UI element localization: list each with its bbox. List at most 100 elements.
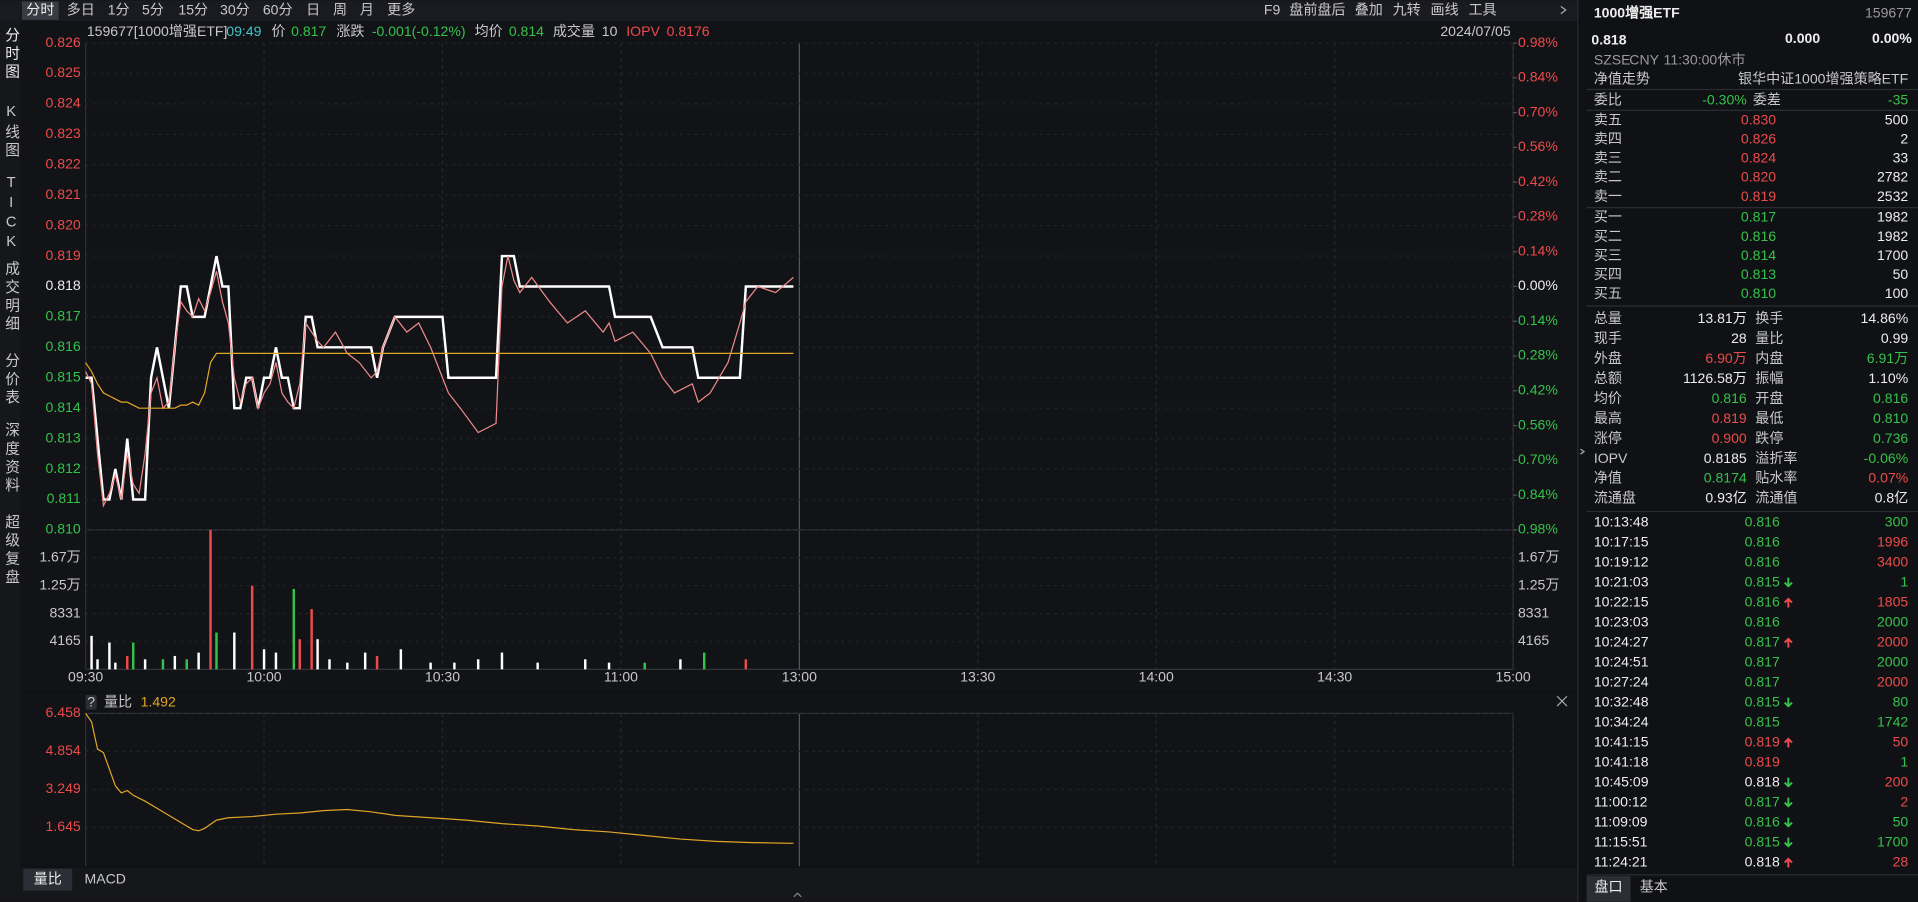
side-tab[interactable]: 分价表 — [3, 352, 19, 407]
panel-tab[interactable]: 盘口 — [1594, 878, 1622, 894]
info-iopv-label: IOPV — [626, 23, 660, 39]
tool-button[interactable]: 工具 — [1468, 1, 1496, 17]
timeframe-tab[interactable]: 多日 — [67, 1, 95, 17]
trade-time: 10:32:48 — [1594, 693, 1649, 709]
tool-button[interactable]: 九转 — [1393, 1, 1421, 17]
side-tab[interactable]: 深度资料 — [3, 422, 19, 495]
down-arrow — [1783, 577, 1793, 588]
trade-time: 11:24:21 — [1594, 853, 1648, 869]
collapse-icon[interactable] — [793, 892, 802, 898]
panel-tab[interactable]: 基本 — [1640, 878, 1668, 894]
stat-label: 最高 — [1594, 410, 1622, 426]
y-tick-label: 0.817 — [46, 308, 81, 324]
y2-tick-label: 0.70% — [1518, 103, 1558, 119]
y2-tick-label: 8331 — [1518, 604, 1549, 620]
stat-label: 开盘 — [1755, 390, 1783, 406]
trade-time: 11:09:09 — [1594, 813, 1648, 829]
market-meta: SZSE — [1594, 52, 1631, 68]
bottom-tab[interactable]: MACD — [85, 870, 126, 886]
active-tab[interactable] — [22, 1, 59, 20]
tool-button[interactable]: 叠加 — [1355, 1, 1383, 17]
trade-time: 10:34:24 — [1594, 713, 1649, 729]
toolbar — [0, 0, 1578, 22]
volume-bar — [429, 662, 432, 670]
up-arrow — [1783, 597, 1793, 608]
trade-price: 0.819 — [1745, 733, 1780, 749]
y2-tick-label: 0.00% — [1518, 277, 1558, 293]
timeframe-tab[interactable]: 周 — [333, 1, 347, 17]
active-bottom-tab[interactable] — [23, 868, 73, 891]
series-line — [85, 352, 794, 409]
volume-bar — [536, 662, 539, 670]
volume-bar — [399, 649, 403, 670]
book-label: 买五 — [1594, 285, 1622, 301]
y2-tick-label: 0.98% — [1518, 34, 1558, 50]
trade-volume: 1 — [1900, 753, 1908, 769]
trade-volume: 28 — [1893, 853, 1909, 869]
stat-value: 0.07% — [1868, 470, 1908, 486]
quote-panel — [1579, 0, 1918, 902]
bottom-tab[interactable]: 量比 — [34, 870, 62, 886]
stat-value: 0.8亿 — [1875, 490, 1909, 506]
timeframe-tab[interactable]: 日 — [306, 1, 320, 17]
timeframe-tab[interactable]: 60分 — [263, 1, 293, 17]
timeframe-tab[interactable]: 更多 — [387, 1, 415, 17]
timeframe-tab[interactable]: 5分 — [142, 1, 164, 17]
volume-bar — [702, 652, 706, 670]
y-tick-label: 0.824 — [46, 95, 81, 111]
order-diff-label: 委差 — [1753, 91, 1781, 107]
y2-tick-label: 0.84% — [1518, 486, 1558, 502]
expand-icon[interactable] — [1580, 448, 1586, 455]
tool-button[interactable]: F9 — [1264, 1, 1281, 17]
trade-price: 0.818 — [1745, 853, 1780, 869]
trade-volume: 3400 — [1877, 553, 1908, 569]
side-tab[interactable]: 超级复盘 — [3, 514, 19, 587]
volume-bar — [209, 529, 212, 670]
series-line — [85, 254, 794, 501]
active-panel-tab[interactable] — [1586, 876, 1631, 902]
side-tab[interactable]: TICK — [3, 175, 19, 254]
side-tab[interactable]: 分时图 — [3, 27, 19, 82]
timeframe-tab[interactable]: 30分 — [220, 1, 250, 17]
stat-value: 1126.58万 — [1683, 370, 1747, 386]
timeframe-tab[interactable]: 1分 — [108, 1, 130, 17]
stat-value: 28 — [1731, 330, 1747, 346]
close-icon[interactable] — [1556, 695, 1568, 707]
timeframe-tab[interactable]: 分时 — [26, 1, 54, 17]
trade-volume: 2000 — [1877, 633, 1908, 649]
timeframe-tab[interactable]: 月 — [360, 1, 374, 17]
stat-value: 0.816 — [1712, 390, 1747, 406]
stat-value: 0.99 — [1881, 330, 1909, 346]
trade-volume: 50 — [1893, 733, 1909, 749]
timeframe-tab[interactable]: 15分 — [178, 1, 208, 17]
stat-value: 1.10% — [1868, 370, 1908, 386]
y-tick-label: 0.815 — [46, 368, 81, 384]
trade-price: 0.816 — [1745, 613, 1780, 629]
trade-price: 0.817 — [1745, 653, 1780, 669]
volume-bar — [310, 609, 313, 670]
tool-button[interactable]: 盘前盘后 — [1289, 1, 1345, 17]
volume-bar — [262, 649, 266, 670]
y-tick-label: 0.820 — [46, 216, 81, 232]
more-icon[interactable] — [1560, 5, 1567, 15]
stat-value: 6.90万 — [1705, 350, 1746, 366]
y2-tick-label: 0.42% — [1518, 382, 1558, 398]
book-price: 0.817 — [1741, 209, 1776, 225]
volume-bar — [161, 659, 165, 670]
y-tick-label: 0.826 — [46, 34, 81, 50]
trade-time: 10:24:27 — [1594, 633, 1649, 649]
help-icon[interactable]: ? — [87, 694, 95, 710]
stat-label: 最低 — [1755, 410, 1783, 426]
y2-tick-label: 0.84% — [1518, 69, 1558, 85]
sidebar — [0, 21, 21, 902]
y-tick-label: 1.67万 — [39, 549, 80, 565]
stat-label: 振幅 — [1755, 370, 1783, 386]
side-tab[interactable]: 成交明细 — [3, 261, 19, 334]
stat-value: 0.816 — [1873, 390, 1908, 406]
help-box[interactable] — [85, 695, 97, 710]
side-tab[interactable]: K线图 — [3, 104, 19, 160]
stat-value: 13.81万 — [1698, 310, 1747, 326]
tool-button[interactable]: 画线 — [1431, 1, 1459, 17]
trade-price: 0.817 — [1745, 673, 1780, 689]
volume-bar — [108, 642, 111, 670]
